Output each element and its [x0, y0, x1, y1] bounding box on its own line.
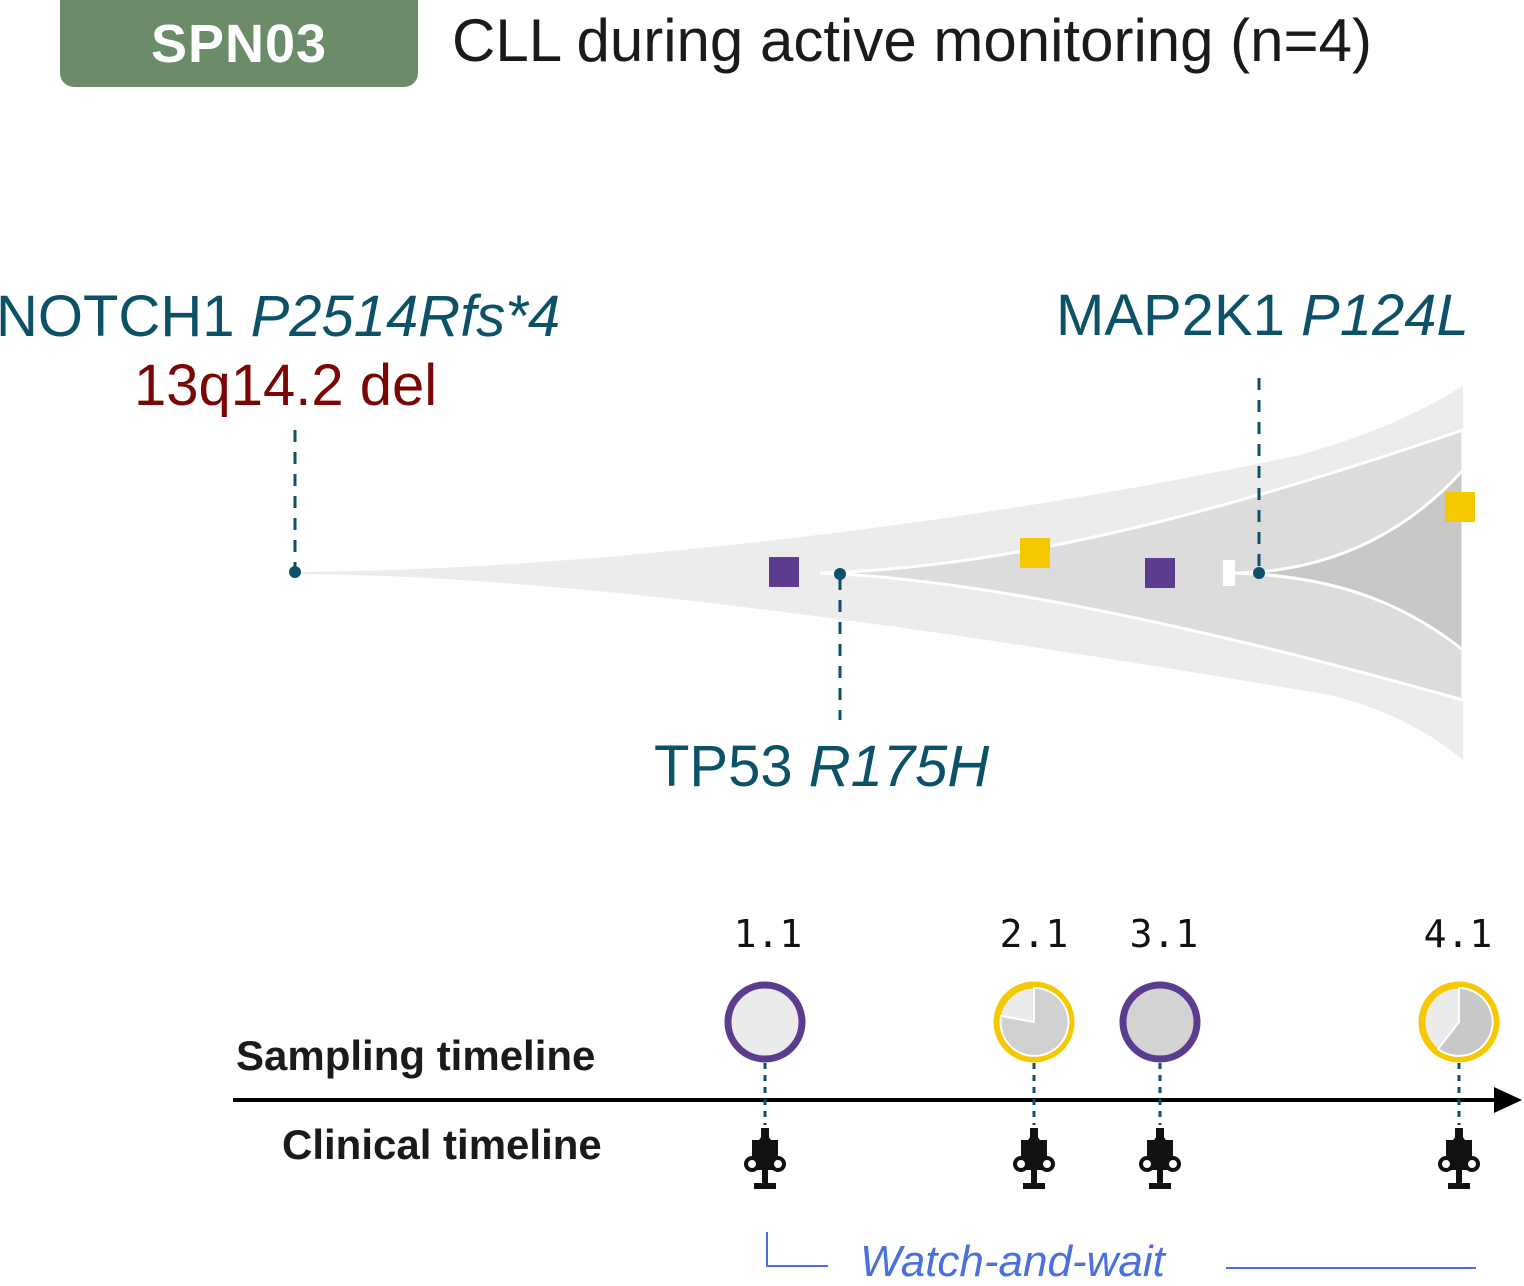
sample-pie-2-1: [999, 986, 1070, 1057]
phase-label: Watch-and-wait: [860, 1237, 1165, 1286]
notch1-variant: P2514Rfs*4: [250, 284, 561, 349]
fish-gap: [1223, 560, 1235, 586]
sample-id-4-1: 4.1: [1423, 912, 1493, 956]
map2k1-label: MAP2K1 P124L: [1056, 287, 1469, 345]
sample-pie-1-1: [724, 981, 806, 1063]
sample-marker-2-1: [1020, 538, 1050, 568]
sample-marker-1-1: [769, 557, 799, 587]
sample-marker-3-1: [1145, 558, 1175, 588]
sample-id-2-1: 2.1: [999, 912, 1069, 956]
syringe-icon: [1013, 1126, 1055, 1191]
sample-2-1: [993, 981, 1075, 1125]
tp53-label: TP53 R175H: [654, 738, 989, 796]
sample-3-1: [1119, 981, 1201, 1125]
tp53-event-dot: [834, 568, 846, 580]
phase-bracket: [766, 1232, 828, 1267]
sampling-timeline-label: Sampling timeline: [236, 1032, 596, 1079]
clinical-timeline-label: Clinical timeline: [282, 1121, 602, 1168]
sample-id-1-1: 1.1: [733, 912, 803, 956]
fish-plot: [300, 386, 1465, 760]
sample-id-3-1: 3.1: [1129, 912, 1199, 956]
page-title: CLL during active monitoring (n=4): [452, 7, 1372, 74]
del13q-label: 13q14.2 del: [134, 353, 438, 418]
tp53-gene: TP53: [654, 734, 793, 799]
fish-inner-clone: [1234, 466, 1465, 654]
timeline-arrowhead: [1494, 1087, 1522, 1113]
notch1-label: NOTCH1 P2514Rfs*4: [0, 288, 560, 346]
map2k1-variant: P124L: [1301, 283, 1469, 348]
patient-badge: SPN03: [60, 0, 418, 87]
sample-pie-4-1: [1436, 986, 1494, 1057]
syringe-icon: [1438, 1126, 1480, 1191]
syringe-icon: [1139, 1126, 1181, 1191]
notch1-gene: NOTCH1: [0, 284, 235, 349]
map2k1-gene: MAP2K1: [1056, 283, 1285, 348]
tp53-variant: R175H: [808, 734, 990, 799]
syringe-icon: [744, 1128, 786, 1189]
patient-id: SPN03: [150, 13, 328, 74]
map2k1-event-dot: [1253, 567, 1265, 579]
notch1-event-dot: [289, 566, 301, 578]
sample-4-1: [1418, 981, 1500, 1125]
sample-marker-4-1: [1445, 492, 1475, 522]
sample-pie-3-1: [1119, 981, 1201, 1063]
sample-1-1: [724, 981, 806, 1125]
